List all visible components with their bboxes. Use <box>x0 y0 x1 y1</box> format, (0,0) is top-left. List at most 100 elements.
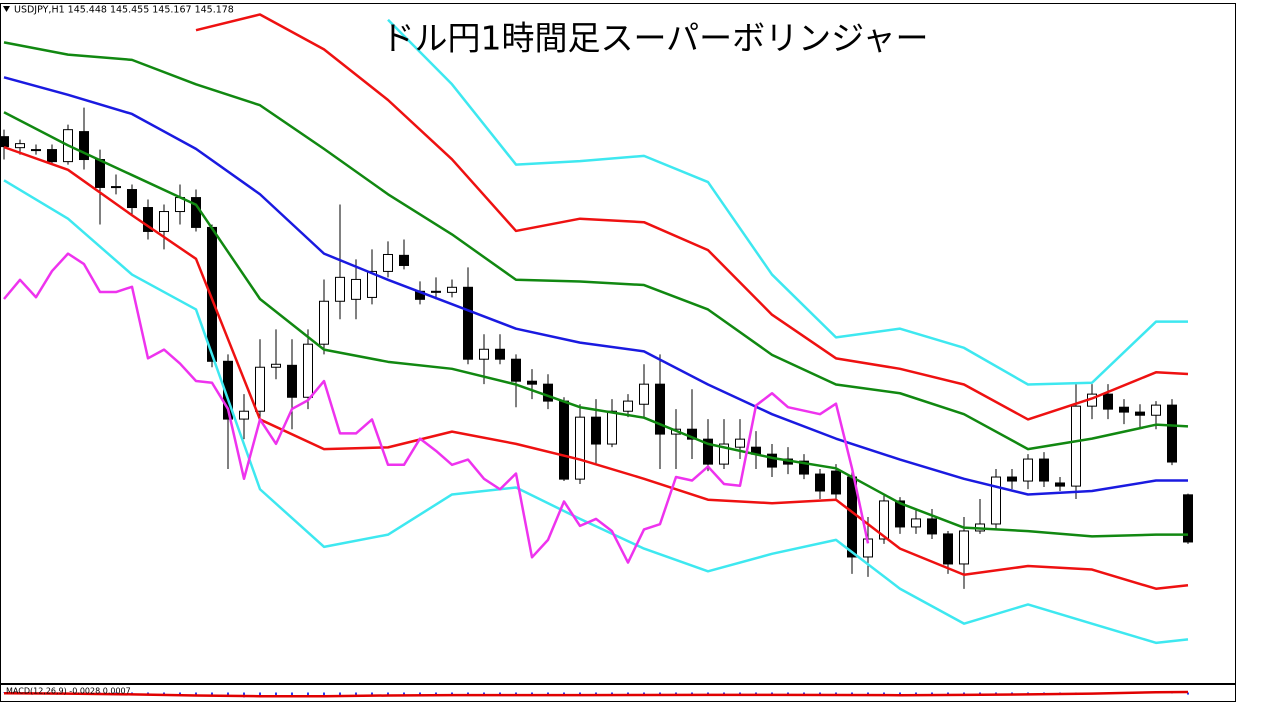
candle-body <box>495 348 505 360</box>
candle-body <box>1071 405 1081 487</box>
candle-body <box>95 159 105 188</box>
candle-body <box>367 270 377 298</box>
macd-bar <box>451 692 453 695</box>
macd-bar <box>483 692 485 695</box>
macd-bar <box>339 692 341 696</box>
candle-body <box>543 383 553 402</box>
candle-body <box>239 410 249 420</box>
indicator-line <box>3 690 1189 698</box>
candle-body <box>575 416 585 480</box>
macd-bar <box>803 692 805 695</box>
main-frame <box>0 3 1236 684</box>
candle-body <box>431 290 441 293</box>
marks-layer <box>0 107 1193 698</box>
candle-body <box>143 207 153 232</box>
candle-body <box>351 278 361 300</box>
lines-layer <box>3 13 1189 698</box>
candle-body <box>111 186 121 189</box>
candle-body <box>799 460 809 475</box>
candle-body <box>719 443 729 465</box>
macd-bar <box>179 692 181 695</box>
candle-body <box>47 149 57 163</box>
candle-body <box>943 533 953 565</box>
candle-body <box>895 500 905 528</box>
indicator-line <box>195 13 1189 421</box>
candle-body <box>127 189 137 209</box>
macd-label: MACD(12,26,9) -0.0028 0.0007 <box>6 687 131 696</box>
macd-bar <box>499 692 501 695</box>
candle-body <box>639 383 649 405</box>
candle-body <box>623 400 633 412</box>
candle-body <box>15 143 25 149</box>
macd-frame <box>0 684 1236 702</box>
candle-body <box>479 348 489 360</box>
candle-body <box>1135 411 1145 416</box>
macd-bar <box>435 692 437 695</box>
candle-body <box>959 530 969 565</box>
candle-body <box>511 358 521 382</box>
candle-body <box>319 300 329 345</box>
candle-body <box>927 518 937 535</box>
indicator-line <box>3 111 1188 538</box>
candle-body <box>447 286 457 293</box>
candle-body <box>1039 458 1049 482</box>
macd-bar <box>387 692 389 695</box>
candle-body <box>159 211 169 232</box>
candle-body <box>1103 393 1113 410</box>
macd-bar <box>307 692 309 697</box>
candle-body <box>527 380 537 385</box>
macd-bar <box>419 692 421 695</box>
indicator-line <box>387 18 1188 386</box>
macd-bar <box>323 692 325 697</box>
candle-body <box>911 518 921 528</box>
macd-bar <box>1187 692 1189 695</box>
chart-title: ドル円1時間足スーパーボリンジャー <box>381 19 928 58</box>
candle-body <box>831 470 841 495</box>
candle-body <box>79 131 89 161</box>
indicator-line <box>3 252 870 564</box>
candle-body <box>1055 482 1065 487</box>
macd-bar <box>371 692 373 696</box>
macd-bar <box>547 692 549 696</box>
candle-body <box>31 149 41 152</box>
candle-body <box>255 366 265 412</box>
macd-bar <box>259 692 261 698</box>
candle-body <box>1183 494 1193 543</box>
macd-bar <box>291 692 293 697</box>
macd-bar <box>403 692 405 695</box>
candle-body <box>1007 476 1017 482</box>
labels-layer: USDJPY,H1 145.448 145.455 145.167 145.17… <box>0 3 1236 702</box>
candle-body <box>767 453 777 468</box>
symbol-icon <box>3 6 10 12</box>
candle-body <box>287 364 297 398</box>
candle-body <box>607 410 617 445</box>
macd-bar <box>467 692 469 695</box>
macd-bar <box>915 692 917 696</box>
candle-body <box>735 438 745 448</box>
candle-body <box>879 500 889 540</box>
macd-bar <box>899 692 901 696</box>
candle-body <box>591 416 601 445</box>
candle-body <box>1151 404 1161 416</box>
candle-body <box>335 276 345 302</box>
macd-bar <box>675 692 677 695</box>
candle-body <box>1023 458 1033 482</box>
symbol-header: USDJPY,H1 145.448 145.455 145.167 145.17… <box>14 5 234 16</box>
candle-body <box>1119 406 1129 413</box>
macd-bar <box>355 692 357 696</box>
indicator-line <box>3 41 1189 451</box>
indicator-line <box>3 145 1189 590</box>
macd-bar <box>275 692 277 698</box>
candle-body <box>463 286 473 360</box>
candle-body <box>655 383 665 435</box>
macd-bar <box>3 692 5 693</box>
candle-body <box>703 438 713 465</box>
candle-body <box>559 400 569 480</box>
candle-body <box>1167 404 1177 463</box>
macd-bar <box>659 692 661 695</box>
macd-bar <box>195 692 197 695</box>
candle-body <box>991 476 1001 525</box>
